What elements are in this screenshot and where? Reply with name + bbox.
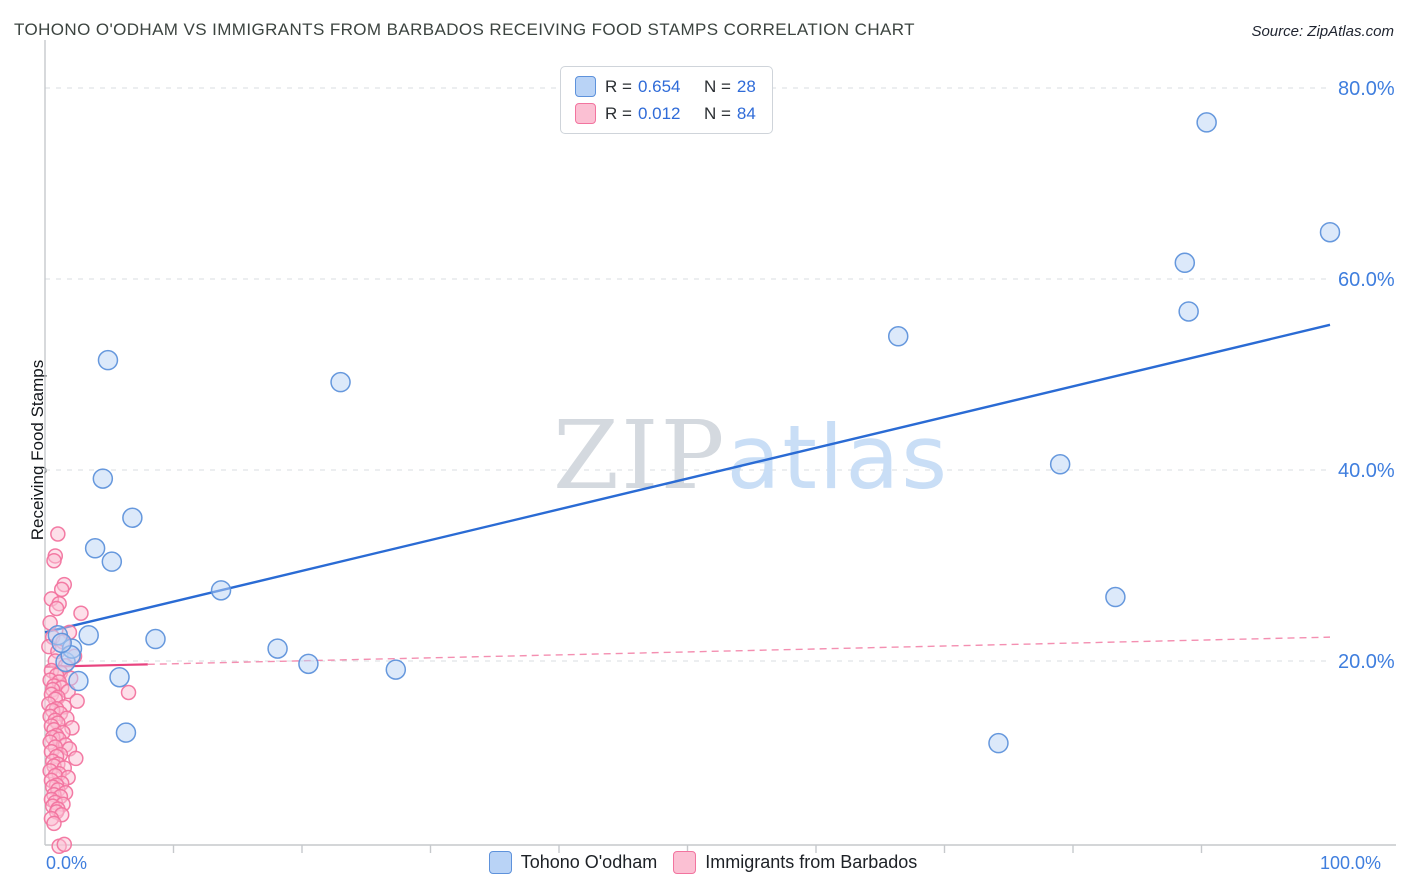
tohono-scatter-point	[115, 722, 137, 743]
pink-series-swatch	[575, 103, 596, 124]
y-tick-label: 60.0%	[1338, 269, 1395, 291]
y-tick-label: 80.0%	[1338, 78, 1395, 100]
tohono-scatter-point	[51, 632, 72, 654]
tohono-scatter-point	[210, 580, 232, 601]
x-axis-min-label: 0.0%	[46, 853, 88, 873]
tohono-scatter-point	[145, 628, 166, 650]
blue-trend-line-solid	[44, 323, 1331, 634]
source-link[interactable]: Source: ZipAtlas.com	[1251, 23, 1394, 40]
tohono-scatter-point	[84, 538, 106, 559]
n-value: 28	[736, 76, 756, 96]
tohono-scatter-point	[78, 624, 99, 646]
blue-series-swatch	[488, 851, 512, 874]
legend-item-tohono: Tohono O'odham	[488, 851, 658, 874]
legend-row-barbados: R = 0.012 N = 84	[575, 103, 756, 124]
tohono-scatter-point	[1049, 454, 1071, 475]
tohono-scatter-point	[101, 551, 123, 572]
tohono-scatter-point	[1174, 252, 1196, 274]
page-title: TOHONO O'ODHAM VS IMMIGRANTS FROM BARBAD…	[14, 20, 915, 39]
series-legend: Tohono O'odham Immigrants from Barbados	[0, 851, 1406, 874]
barbados-scatter-point	[73, 605, 89, 621]
tohono-scatter-point	[988, 732, 1009, 754]
correlation-legend: R = 0.654 N = 28 R = 0.012 N = 84	[560, 66, 773, 134]
tohono-scatter-point	[1178, 301, 1199, 322]
tohono-scatter-point	[122, 507, 143, 528]
watermark: ZIPatlas	[553, 401, 949, 511]
pink-trend-line-dashed	[147, 636, 1331, 666]
barbados-scatter-point	[46, 552, 62, 569]
barbados-scatter-point	[50, 526, 66, 542]
tohono-scatter-point	[109, 666, 130, 688]
tohono-scatter-point	[298, 653, 319, 675]
r-label: R =	[605, 76, 632, 96]
barbados-scatter-point	[56, 836, 73, 853]
barbados-scatter-point	[120, 684, 137, 701]
barbados-scatter-point	[48, 600, 65, 617]
pink-series-swatch	[673, 851, 697, 874]
y-tick-label: 40.0%	[1338, 460, 1395, 482]
tohono-scatter-point	[92, 468, 114, 489]
tohono-scatter-point	[1319, 221, 1341, 243]
legend-row-tohono: R = 0.654 N = 28	[575, 76, 756, 97]
tohono-scatter-point	[887, 326, 909, 347]
n-label: N =	[703, 103, 731, 123]
r-value: 0.654	[637, 76, 681, 96]
legend-item-barbados: Immigrants from Barbados	[673, 851, 917, 874]
barbados-scatter-point	[68, 750, 84, 767]
n-value: 84	[736, 103, 756, 123]
tohono-scatter-point	[385, 659, 407, 680]
tohono-scatter-point	[1105, 586, 1126, 608]
barbados-scatter-point	[69, 693, 85, 709]
x-axis-max-label: 100.0%	[1320, 853, 1382, 873]
n-label: N =	[703, 76, 731, 96]
tohono-scatter-point	[68, 670, 89, 692]
tohono-scatter-point	[97, 349, 119, 371]
tohono-scatter-point	[267, 638, 288, 659]
tohono-scatter-point	[330, 371, 351, 393]
legend-item-label: Tohono O'odham	[520, 852, 658, 872]
tohono-scatter-point	[1196, 112, 1217, 133]
legend-item-label: Immigrants from Barbados	[705, 852, 918, 872]
r-label: R =	[605, 103, 632, 123]
barbados-scatter-point	[46, 815, 62, 832]
r-value: 0.012	[637, 103, 681, 123]
blue-series-swatch	[575, 76, 596, 97]
y-tick-label: 20.0%	[1338, 651, 1395, 673]
barbados-scatter-point	[53, 581, 70, 598]
